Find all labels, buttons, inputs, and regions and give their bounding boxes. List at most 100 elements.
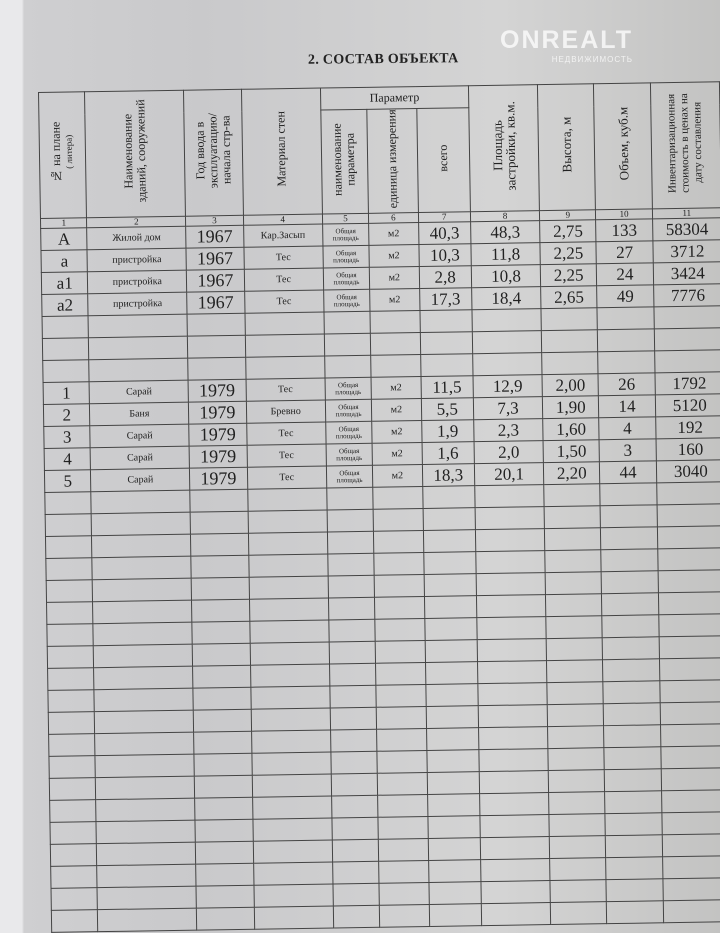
header-name: Наименование зданий, сооружений bbox=[84, 90, 186, 218]
cell-year: 1967 bbox=[185, 225, 244, 249]
empty-cell bbox=[653, 305, 720, 329]
empty-cell bbox=[602, 636, 660, 660]
empty-cell bbox=[423, 551, 477, 575]
empty-cell bbox=[97, 864, 197, 888]
empty-cell bbox=[549, 835, 607, 859]
cell-building-name: Баня bbox=[89, 402, 189, 426]
empty-cell bbox=[547, 703, 604, 727]
cell-plan-number: 5 bbox=[44, 469, 92, 493]
cell-param-name: Общая площадь bbox=[322, 223, 370, 247]
cell-wall-material: Бревно bbox=[246, 400, 326, 424]
cell-height: 2,75 bbox=[539, 219, 597, 243]
empty-cell bbox=[96, 842, 196, 866]
cell-inventory-cost: 5120 bbox=[654, 393, 720, 417]
empty-cell bbox=[662, 877, 720, 901]
cell-building-name: Сарай bbox=[90, 424, 190, 448]
empty-cell bbox=[376, 706, 427, 730]
empty-cell bbox=[660, 767, 720, 791]
cell-year: 1967 bbox=[186, 269, 245, 293]
header-plan-number: № на плане( литера) bbox=[38, 91, 87, 219]
empty-cell bbox=[46, 601, 94, 625]
empty-cell bbox=[329, 685, 377, 708]
empty-cell bbox=[601, 548, 658, 572]
empty-cell bbox=[427, 837, 481, 861]
empty-cell bbox=[657, 525, 720, 549]
empty-cell bbox=[373, 552, 424, 576]
empty-cell bbox=[196, 907, 255, 931]
empty-cell bbox=[191, 599, 250, 623]
cell-total: 40,3 bbox=[418, 221, 471, 245]
cell-wall-material: Тес bbox=[246, 444, 327, 468]
empty-cell bbox=[602, 614, 659, 638]
empty-cell bbox=[253, 905, 334, 930]
cell-wall-material: Тес bbox=[244, 290, 324, 314]
header-wall-material: Материал стен bbox=[241, 88, 323, 216]
empty-cell bbox=[249, 641, 330, 666]
empty-cell bbox=[661, 789, 720, 813]
empty-cell bbox=[190, 555, 249, 579]
empty-cell bbox=[248, 532, 328, 556]
empty-cell bbox=[479, 814, 550, 838]
cell-footprint-area: 11,8 bbox=[470, 242, 541, 266]
empty-cell bbox=[331, 795, 379, 818]
empty-cell bbox=[422, 529, 476, 553]
empty-cell bbox=[244, 334, 325, 358]
empty-cell bbox=[419, 331, 473, 355]
empty-cell bbox=[247, 510, 328, 534]
empty-cell bbox=[547, 725, 605, 749]
empty-cell bbox=[428, 881, 482, 905]
cell-total: 18,3 bbox=[421, 463, 475, 487]
cell-param-name: Общая площадь bbox=[323, 267, 370, 291]
empty-cell bbox=[249, 598, 329, 622]
empty-cell bbox=[370, 310, 420, 334]
empty-cell bbox=[190, 511, 249, 535]
empty-cell bbox=[47, 689, 95, 713]
header-param-name: наименование параметра bbox=[320, 109, 369, 215]
empty-cell bbox=[474, 484, 545, 508]
empty-cell bbox=[480, 880, 551, 904]
empty-cell bbox=[91, 534, 191, 558]
object-composition-table: № на плане( литера) Наименование зданий,… bbox=[38, 81, 720, 933]
empty-cell bbox=[661, 811, 720, 835]
cell-volume: 27 bbox=[596, 240, 653, 264]
empty-cell bbox=[327, 575, 375, 599]
cell-height: 1,60 bbox=[542, 417, 600, 441]
empty-cell bbox=[423, 573, 477, 597]
empty-cell bbox=[419, 309, 473, 333]
empty-cell bbox=[660, 723, 720, 747]
empty-cell bbox=[330, 729, 378, 752]
cell-param-name: Общая площадь bbox=[323, 289, 371, 313]
cell-height: 2,20 bbox=[543, 461, 601, 485]
empty-cell bbox=[96, 798, 196, 822]
empty-cell bbox=[422, 485, 476, 509]
header-volume: Объем, куб.м bbox=[593, 82, 653, 210]
empty-cell bbox=[329, 707, 377, 730]
empty-cell bbox=[372, 486, 423, 510]
cell-footprint-area: 7,3 bbox=[473, 396, 543, 420]
empty-cell bbox=[328, 597, 375, 621]
cell-inventory-cost: 3424 bbox=[652, 261, 720, 285]
empty-cell bbox=[51, 887, 98, 911]
empty-cell bbox=[193, 687, 251, 711]
empty-cell bbox=[603, 724, 661, 748]
empty-cell bbox=[605, 812, 662, 836]
empty-cell bbox=[97, 908, 197, 932]
empty-cell bbox=[375, 640, 426, 664]
cell-unit: м2 bbox=[371, 398, 422, 422]
cell-volume: 14 bbox=[598, 394, 656, 418]
empty-cell bbox=[427, 815, 481, 839]
cell-inventory-cost: 58304 bbox=[652, 217, 720, 241]
empty-cell bbox=[48, 755, 96, 779]
empty-cell bbox=[481, 902, 551, 926]
cell-volume: 44 bbox=[599, 460, 657, 484]
cell-building-name: Сарай bbox=[89, 380, 189, 404]
empty-cell bbox=[331, 817, 379, 840]
cell-unit: м2 bbox=[372, 464, 423, 488]
empty-cell bbox=[654, 349, 720, 373]
empty-cell bbox=[549, 857, 607, 881]
empty-cell bbox=[604, 768, 662, 792]
cell-unit: м2 bbox=[369, 288, 420, 312]
empty-cell bbox=[545, 615, 603, 639]
empty-cell bbox=[195, 863, 254, 887]
cell-year: 1979 bbox=[188, 401, 247, 425]
